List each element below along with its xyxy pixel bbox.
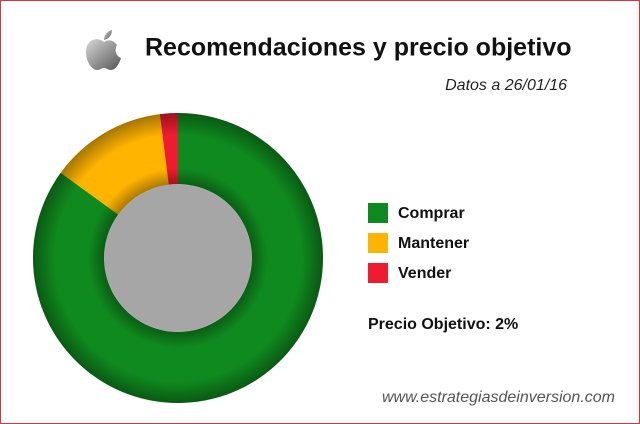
legend-swatch — [368, 203, 388, 223]
subtitle: Datos a 26/01/16 — [445, 77, 567, 94]
legend: Comprar Mantener Vender — [368, 203, 469, 283]
chart-title: Recomendaciones y precio objetivo — [145, 34, 572, 62]
legend-swatch — [368, 233, 388, 253]
source: www.estrategiasdeinversion.com — [382, 389, 615, 406]
apple-logo — [86, 30, 121, 70]
legend-label: Mantener — [398, 235, 469, 252]
legend-label: Comprar — [398, 205, 465, 222]
annotation: Precio Objetivo: 2% — [368, 316, 518, 333]
legend-swatch — [368, 263, 388, 283]
legend-label: Vender — [398, 265, 451, 282]
